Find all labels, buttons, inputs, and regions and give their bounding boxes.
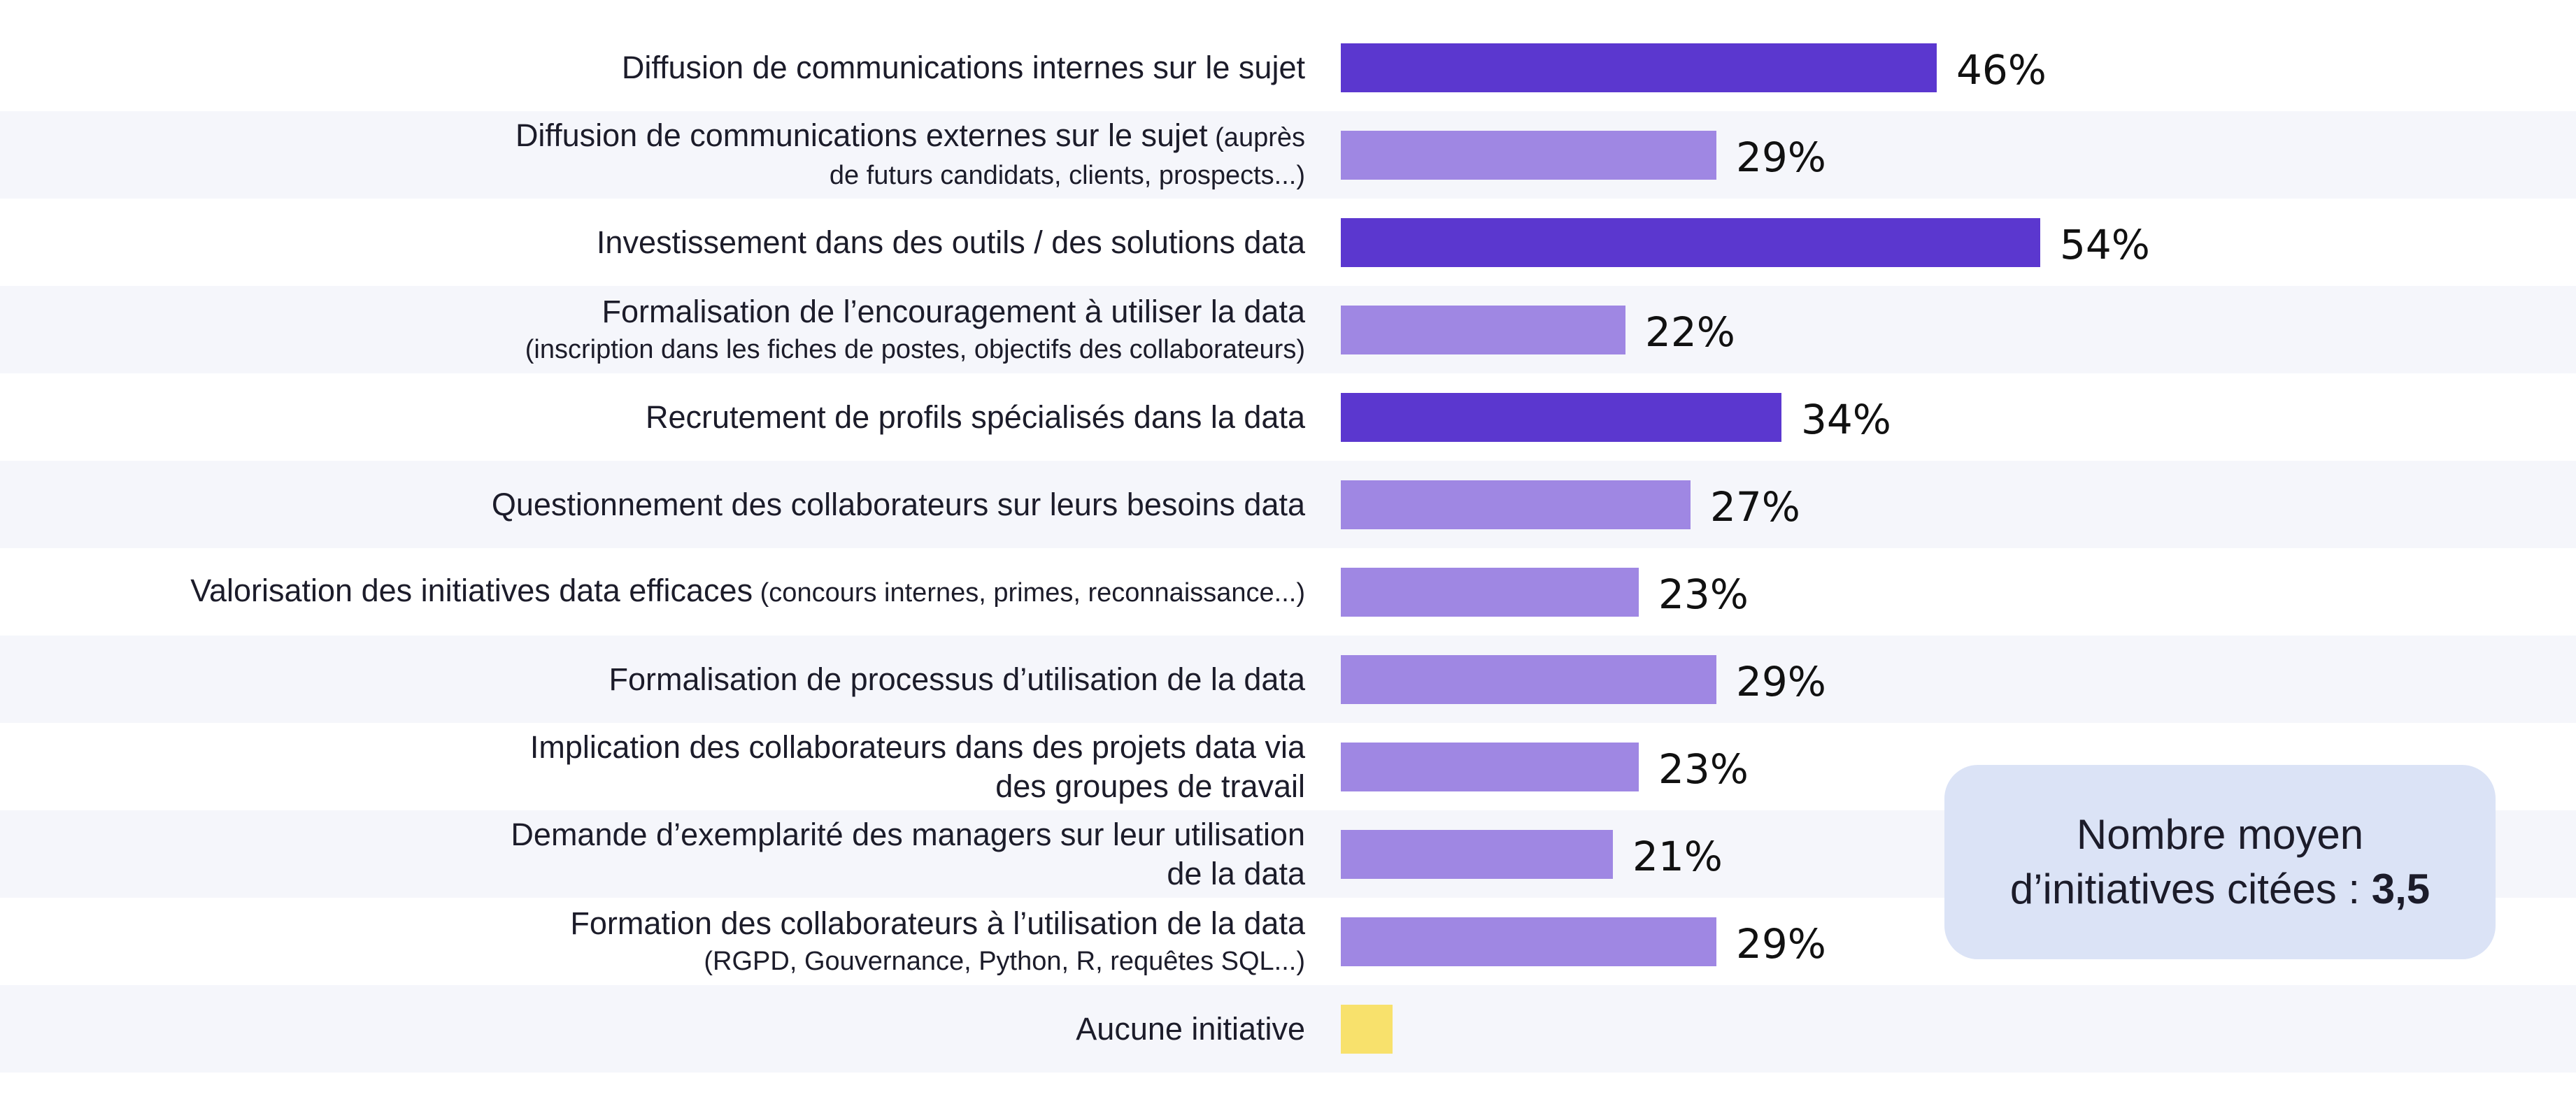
bar <box>1341 218 2040 267</box>
category-label-detail: (auprès <box>1207 123 1305 152</box>
category-label-line2: (inscription dans les fiches de postes, … <box>525 334 1305 364</box>
category-label-line2: (RGPD, Gouvernance, Python, R, requêtes … <box>704 946 1305 976</box>
bar-value-label: 54% <box>2060 221 2150 268</box>
category-label-text: Aucune initiative <box>1076 1010 1305 1047</box>
row-band <box>0 111 2576 199</box>
category-label-text: Valorisation des initiatives data effica… <box>190 573 753 608</box>
bar <box>1341 43 1937 92</box>
bar <box>1341 655 1716 704</box>
category-label-main: Formation des collaborateurs à l’utilisa… <box>570 904 1305 943</box>
bar-value-label: 27% <box>1710 483 1800 531</box>
category-label-text: Implication des collaborateurs dans des … <box>529 729 1305 765</box>
bar <box>1341 480 1691 529</box>
bar-value-label: 23% <box>1658 745 1749 793</box>
bar-value-label: 46% <box>1956 46 2047 94</box>
bar <box>1341 917 1716 966</box>
category-label-line2: de la data <box>1167 855 1305 891</box>
category-label-text: Diffusion de communications internes sur… <box>621 49 1305 85</box>
category-label-text: Diffusion de communications externes sur… <box>515 117 1208 153</box>
bar-value-label: 29% <box>1736 658 1826 705</box>
bar-value-label: 29% <box>1736 134 1826 181</box>
average-initiatives-callout: Nombre moyen d’initiatives citées : 3,5 <box>1944 765 2496 959</box>
category-label-text: Recrutement de profils spécialisés dans … <box>645 399 1305 435</box>
bar <box>1341 306 1625 354</box>
callout-line2: d’initiatives citées : 3,5 <box>2010 862 2430 917</box>
bar-value-label: 29% <box>1736 920 1826 968</box>
category-label-line2: des groupes de travail <box>995 768 1305 804</box>
category-label: Implication des collaborateurs dans des … <box>0 723 1305 810</box>
bar <box>1341 393 1781 442</box>
callout-line1: Nombre moyen <box>2076 811 2364 858</box>
bar <box>1341 830 1613 879</box>
bar <box>1341 131 1716 180</box>
category-label: Recrutement de profils spécialisés dans … <box>0 373 1305 461</box>
category-label-main: Formalisation de processus d’utilisation… <box>609 660 1305 699</box>
bar <box>1341 743 1639 791</box>
callout-value: 3,5 <box>2371 866 2431 912</box>
category-label-main: Diffusion de communications internes sur… <box>622 48 1305 87</box>
category-label-text: Demande d’exemplarité des managers sur l… <box>511 816 1305 852</box>
category-label-main: Formalisation de l’encouragement à utili… <box>602 292 1305 331</box>
category-label-main: Valorisation des initiatives data effica… <box>190 571 1305 612</box>
callout-line2-text: d’initiatives citées : <box>2009 866 2372 912</box>
category-label: Aucune initiative <box>0 985 1305 1073</box>
category-label-main: Recrutement de profils spécialisés dans … <box>646 398 1305 437</box>
category-label-line2: de futurs candidats, clients, prospects.… <box>829 161 1305 190</box>
bar-value-label: 34% <box>1801 396 1891 443</box>
category-label-main: Aucune initiative <box>1076 1010 1305 1049</box>
row-band <box>0 286 2576 373</box>
category-label: Investissement dans des outils / des sol… <box>0 199 1305 286</box>
category-label: Demande d’exemplarité des managers sur l… <box>0 810 1305 898</box>
category-label: Formation des collaborateurs à l’utilisa… <box>0 898 1305 985</box>
category-label-text: Formalisation de l’encouragement à utili… <box>602 293 1305 329</box>
category-label: Valorisation des initiatives data effica… <box>0 548 1305 636</box>
bar-value-label: 23% <box>1658 571 1749 618</box>
row-band <box>0 461 2576 548</box>
category-label-text: Formation des collaborateurs à l’utilisa… <box>570 905 1305 941</box>
category-label-text: Investissement dans des outils / des sol… <box>596 224 1305 260</box>
category-label: Questionnement des collaborateurs sur le… <box>0 461 1305 548</box>
category-label: Formalisation de l’encouragement à utili… <box>0 286 1305 373</box>
category-label-text: Questionnement des collaborateurs sur le… <box>491 486 1305 522</box>
category-label: Diffusion de communications externes sur… <box>0 111 1305 199</box>
category-label-main: Implication des collaborateurs dans des … <box>530 728 1305 767</box>
category-label: Diffusion de communications internes sur… <box>0 24 1305 111</box>
category-label-main: Investissement dans des outils / des sol… <box>597 223 1305 262</box>
bar <box>1341 1005 1393 1054</box>
row-band <box>0 985 2576 1073</box>
bar-value-label: 22% <box>1645 308 1735 356</box>
category-label-detail: (concours internes, primes, reconnaissan… <box>753 578 1305 608</box>
category-label-main: Questionnement des collaborateurs sur le… <box>492 485 1305 524</box>
bar <box>1341 568 1639 617</box>
bar-value-label: 21% <box>1632 833 1723 880</box>
category-label-main: Diffusion de communications externes sur… <box>515 116 1305 157</box>
category-label-main: Demande d’exemplarité des managers sur l… <box>511 815 1305 854</box>
row-band <box>0 636 2576 723</box>
category-label: Formalisation de processus d’utilisation… <box>0 636 1305 723</box>
category-label-text: Formalisation de processus d’utilisation… <box>609 661 1305 697</box>
